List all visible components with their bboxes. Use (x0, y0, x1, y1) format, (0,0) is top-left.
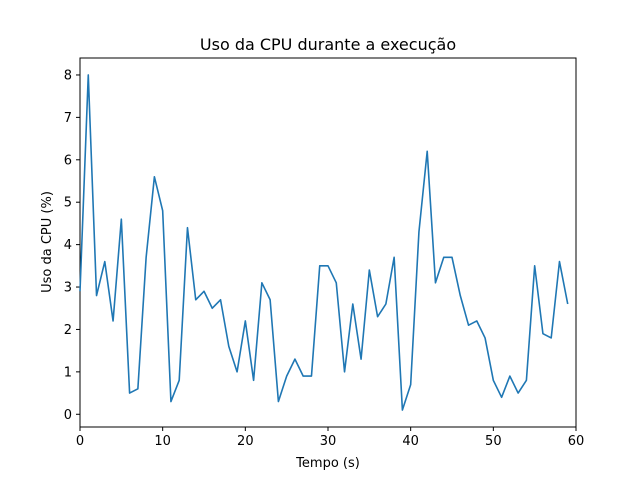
x-tick-label: 0 (76, 434, 84, 449)
x-tick-label: 20 (237, 434, 254, 449)
plot-frame (79, 57, 577, 428)
y-tick-label: 0 (64, 408, 72, 423)
y-tick-label: 2 (64, 323, 72, 338)
chart-title: Uso da CPU durante a execução (200, 35, 456, 54)
y-tick-label: 3 (64, 281, 72, 296)
x-axis-label: Tempo (s) (295, 456, 360, 471)
x-axis: 0 10 20 30 40 50 60 (76, 427, 584, 449)
y-tick-label: 8 (64, 68, 72, 83)
x-tick-label: 50 (485, 434, 502, 449)
y-tick-label: 6 (64, 153, 72, 168)
y-axis-label: Uso da CPU (%) (40, 191, 55, 293)
y-tick-label: 7 (64, 111, 72, 126)
x-tick-label: 60 (568, 434, 585, 449)
y-tick-label: 1 (64, 365, 72, 380)
x-tick-label: 40 (402, 434, 419, 449)
y-tick-label: 5 (64, 196, 72, 211)
y-tick-label: 4 (64, 238, 72, 253)
x-tick-label: 30 (320, 434, 337, 449)
cpu-usage-series-line (79, 74, 569, 411)
plot-area (79, 57, 577, 428)
x-tick-label: 10 (154, 434, 171, 449)
y-axis: 0 1 2 3 4 5 6 7 8 (64, 68, 80, 423)
